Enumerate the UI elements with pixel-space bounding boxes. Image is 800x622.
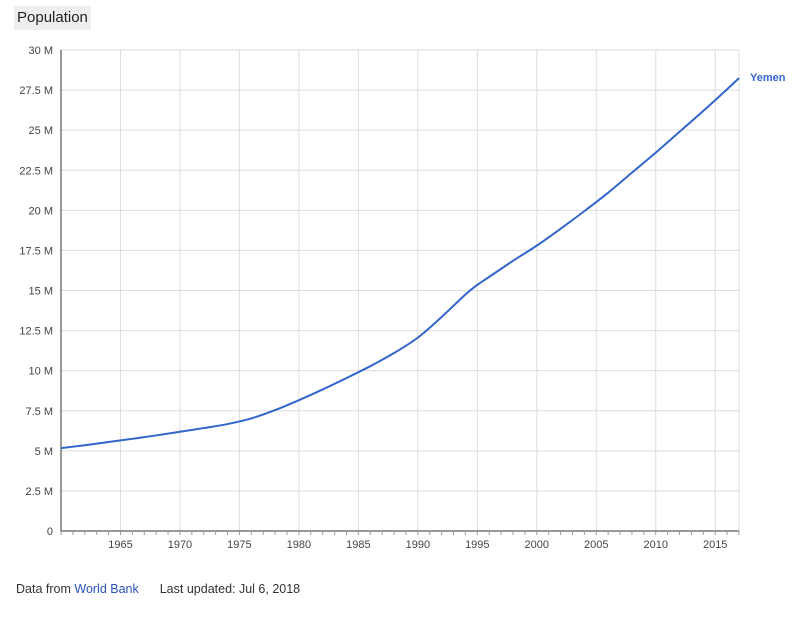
x-tick-label: 1985 (346, 539, 370, 551)
series-lines (60, 77, 740, 450)
x-tick-label: 1975 (227, 539, 251, 551)
series-labels: Yemen (750, 72, 786, 84)
x-tick-label: 1965 (108, 539, 132, 551)
population-line-chart: 0 2.5 M 5 M 7.5 M 10 M 12.5 M 15 M 17.5 M 20 M 22… (19, 45, 786, 551)
y-tick-label: 5 M (35, 446, 53, 458)
y-tick-label: 2.5 M (25, 486, 53, 498)
x-tick-label: 1970 (168, 539, 192, 551)
y-tick-label: 20 M (29, 205, 53, 217)
y-tick-label: 27.5 M (19, 85, 53, 97)
chart-title: Population (14, 6, 91, 30)
source-prefix: Data from (16, 582, 71, 596)
y-tick-label: 30 M (29, 45, 53, 57)
y-tick-label: 17.5 M (19, 245, 53, 257)
x-axis-tick-labels: 1965 1970 1975 1980 1985 1990 1995 2000 2005 2010… (108, 539, 727, 551)
y-tick-label: 22.5 M (19, 165, 53, 177)
x-tick-label: 2010 (643, 539, 667, 551)
y-tick-label: 25 M (29, 125, 53, 137)
series-label-yemen: Yemen (750, 72, 786, 84)
x-tick-label: 1990 (406, 539, 430, 551)
y-tick-label: 12.5 M (19, 326, 53, 338)
chart-footer: Data from World Bank Last updated: Jul 6… (16, 582, 300, 596)
y-tick-label: 10 M (29, 366, 53, 378)
x-tick-label: 2005 (584, 539, 608, 551)
last-updated: Last updated: Jul 6, 2018 (159, 582, 301, 596)
x-tick-label: 2015 (703, 539, 727, 551)
y-tick-label: 15 M (29, 286, 53, 298)
minor-ticks (60, 531, 740, 535)
grid-lines (61, 49, 740, 531)
series-line-yemen (60, 77, 740, 450)
x-tick-label: 1995 (465, 539, 489, 551)
y-tick-label: 0 (47, 526, 53, 538)
x-tick-label: 2000 (525, 539, 549, 551)
axes (60, 50, 739, 532)
x-tick-label: 1980 (287, 539, 311, 551)
y-axis-tick-labels: 0 2.5 M 5 M 7.5 M 10 M 12.5 M 15 M 17.5 M 20 M 22… (19, 45, 53, 538)
y-tick-label: 7.5 M (25, 406, 53, 418)
world-bank-link[interactable]: World Bank (74, 582, 139, 596)
